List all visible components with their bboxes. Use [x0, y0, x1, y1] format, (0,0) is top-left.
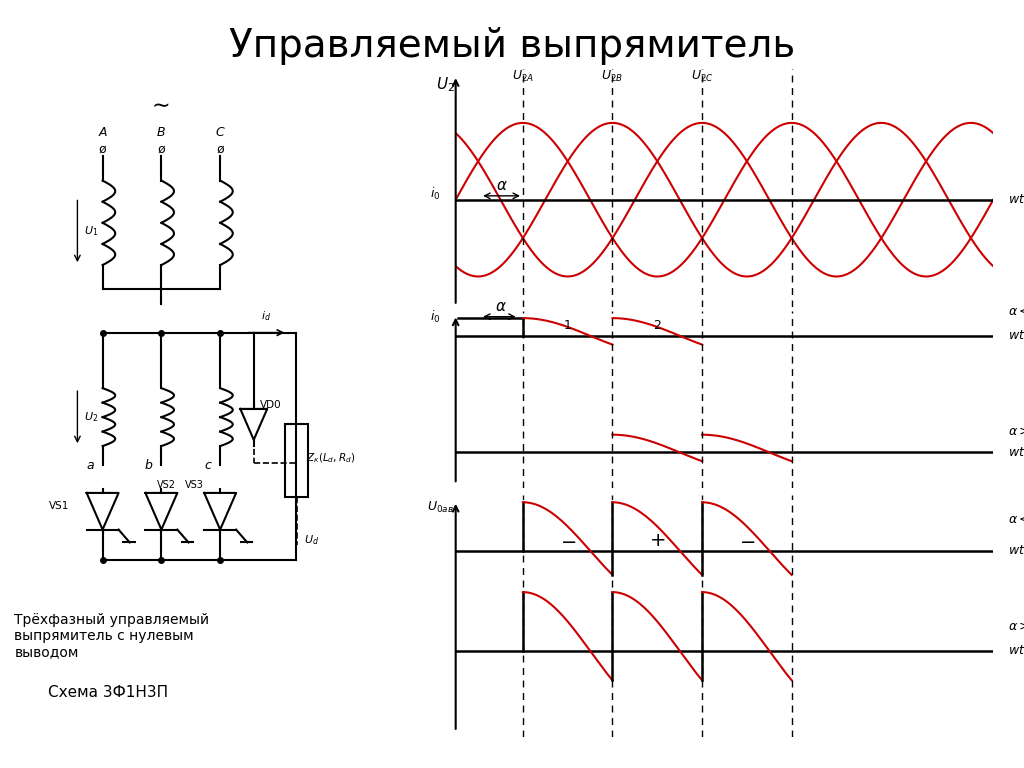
Text: VS1: VS1: [49, 502, 69, 511]
Text: c: c: [204, 459, 211, 472]
Text: $U_d$: $U_d$: [304, 533, 319, 547]
Text: Схема 3Ф1Н3П: Схема 3Ф1Н3П: [48, 685, 168, 700]
Text: ∼: ∼: [153, 96, 171, 116]
Text: $U_{2B}$: $U_{2B}$: [601, 69, 624, 84]
Text: $\alpha > 90°$: $\alpha > 90°$: [1009, 621, 1024, 633]
Text: VS3: VS3: [184, 480, 204, 490]
Text: $-$: $-$: [738, 531, 755, 550]
Text: $\alpha < 90°$: $\alpha < 90°$: [1009, 513, 1024, 526]
Text: ø: ø: [98, 143, 106, 156]
Text: Трёхфазный управляемый
выпрямитель с нулевым
выводом: Трёхфазный управляемый выпрямитель с нул…: [14, 613, 210, 659]
Text: $\alpha$: $\alpha$: [495, 299, 507, 313]
Text: $wt$: $wt$: [1009, 545, 1024, 557]
Text: $\alpha > 90°$: $\alpha > 90°$: [1009, 425, 1024, 438]
Text: C: C: [216, 126, 224, 139]
Text: b: b: [144, 459, 153, 472]
Text: $i_0$: $i_0$: [430, 187, 440, 202]
Text: $Z_к(L_d,R_d)$: $Z_к(L_d,R_d)$: [306, 452, 355, 465]
Text: VD0: VD0: [260, 400, 282, 410]
Text: B: B: [157, 126, 166, 139]
Text: $wt$: $wt$: [1009, 329, 1024, 343]
Text: ø: ø: [216, 143, 224, 156]
Text: $wt$: $wt$: [1009, 644, 1024, 657]
Text: 1: 1: [564, 319, 571, 332]
Text: $i_d$: $i_d$: [261, 310, 271, 323]
Text: 2: 2: [653, 319, 662, 332]
Text: VS2: VS2: [158, 480, 176, 490]
Text: ø: ø: [158, 143, 165, 156]
Text: $U_{2A}$: $U_{2A}$: [512, 69, 534, 84]
Text: $\alpha$: $\alpha$: [497, 178, 508, 194]
Bar: [286, 425, 308, 497]
Text: $-$: $-$: [559, 531, 575, 550]
Text: $\alpha < 90°$: $\alpha < 90°$: [1009, 305, 1024, 317]
Text: $U_1$: $U_1$: [84, 224, 98, 238]
Text: $wt$: $wt$: [1009, 194, 1024, 206]
Text: a: a: [86, 459, 94, 472]
Text: $U_{0ав}$: $U_{0ав}$: [427, 500, 454, 515]
Text: Управляемый выпрямитель: Управляемый выпрямитель: [229, 27, 795, 65]
Text: $U_2$: $U_2$: [84, 410, 98, 424]
Text: $U_{2C}$: $U_{2C}$: [690, 69, 714, 84]
Text: $U_2$: $U_2$: [435, 75, 455, 94]
Text: $i_0$: $i_0$: [430, 309, 440, 325]
Text: $+$: $+$: [649, 531, 666, 550]
Text: $wt$: $wt$: [1009, 446, 1024, 458]
Text: A: A: [98, 126, 106, 139]
